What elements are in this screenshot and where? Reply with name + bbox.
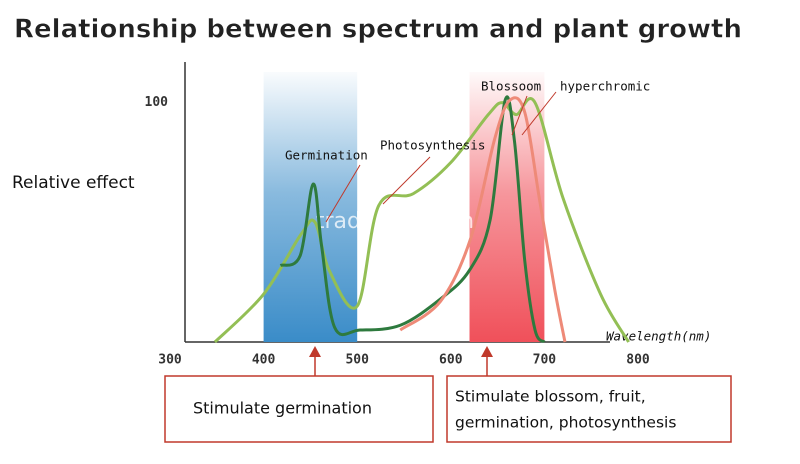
- annotation: hyperchromic: [560, 79, 650, 94]
- line-series: [399, 96, 567, 343]
- x-axis-label: Wavelength(nm): [606, 329, 711, 344]
- box-text: Stimulate blossom, fruit,: [455, 388, 646, 406]
- box: [164, 375, 434, 443]
- band: [263, 72, 358, 342]
- arrow-head: [309, 346, 321, 357]
- annotation: Blossoom: [481, 79, 541, 94]
- box-text: Stimulate germination: [193, 399, 372, 418]
- x-tick-label: 400: [252, 353, 276, 368]
- leader-line: [521, 91, 557, 136]
- box-text: germination, photosynthesis: [455, 414, 676, 432]
- watermark: trade.china.cn: [316, 209, 474, 234]
- x-tick-label: 500: [345, 353, 369, 368]
- annotation: Photosynthesis: [380, 138, 485, 153]
- x-tick-label: 700: [533, 353, 557, 368]
- leader-line: [511, 95, 528, 136]
- x-tick-label: 600: [439, 353, 463, 368]
- arrow-head: [481, 346, 493, 357]
- box: [446, 375, 732, 443]
- y-tick-label: 100: [145, 95, 169, 110]
- line-series: [213, 97, 630, 344]
- y-axis-label: Relative effect: [12, 173, 135, 193]
- leader-line: [325, 164, 361, 223]
- chart-title: Relationship between spectrum and plant …: [14, 15, 742, 45]
- band: [469, 72, 545, 342]
- annotation: Germination: [285, 148, 368, 163]
- x-tick-label: 800: [626, 353, 650, 368]
- x-tick-label: 300: [158, 353, 182, 368]
- leader-line: [382, 156, 431, 205]
